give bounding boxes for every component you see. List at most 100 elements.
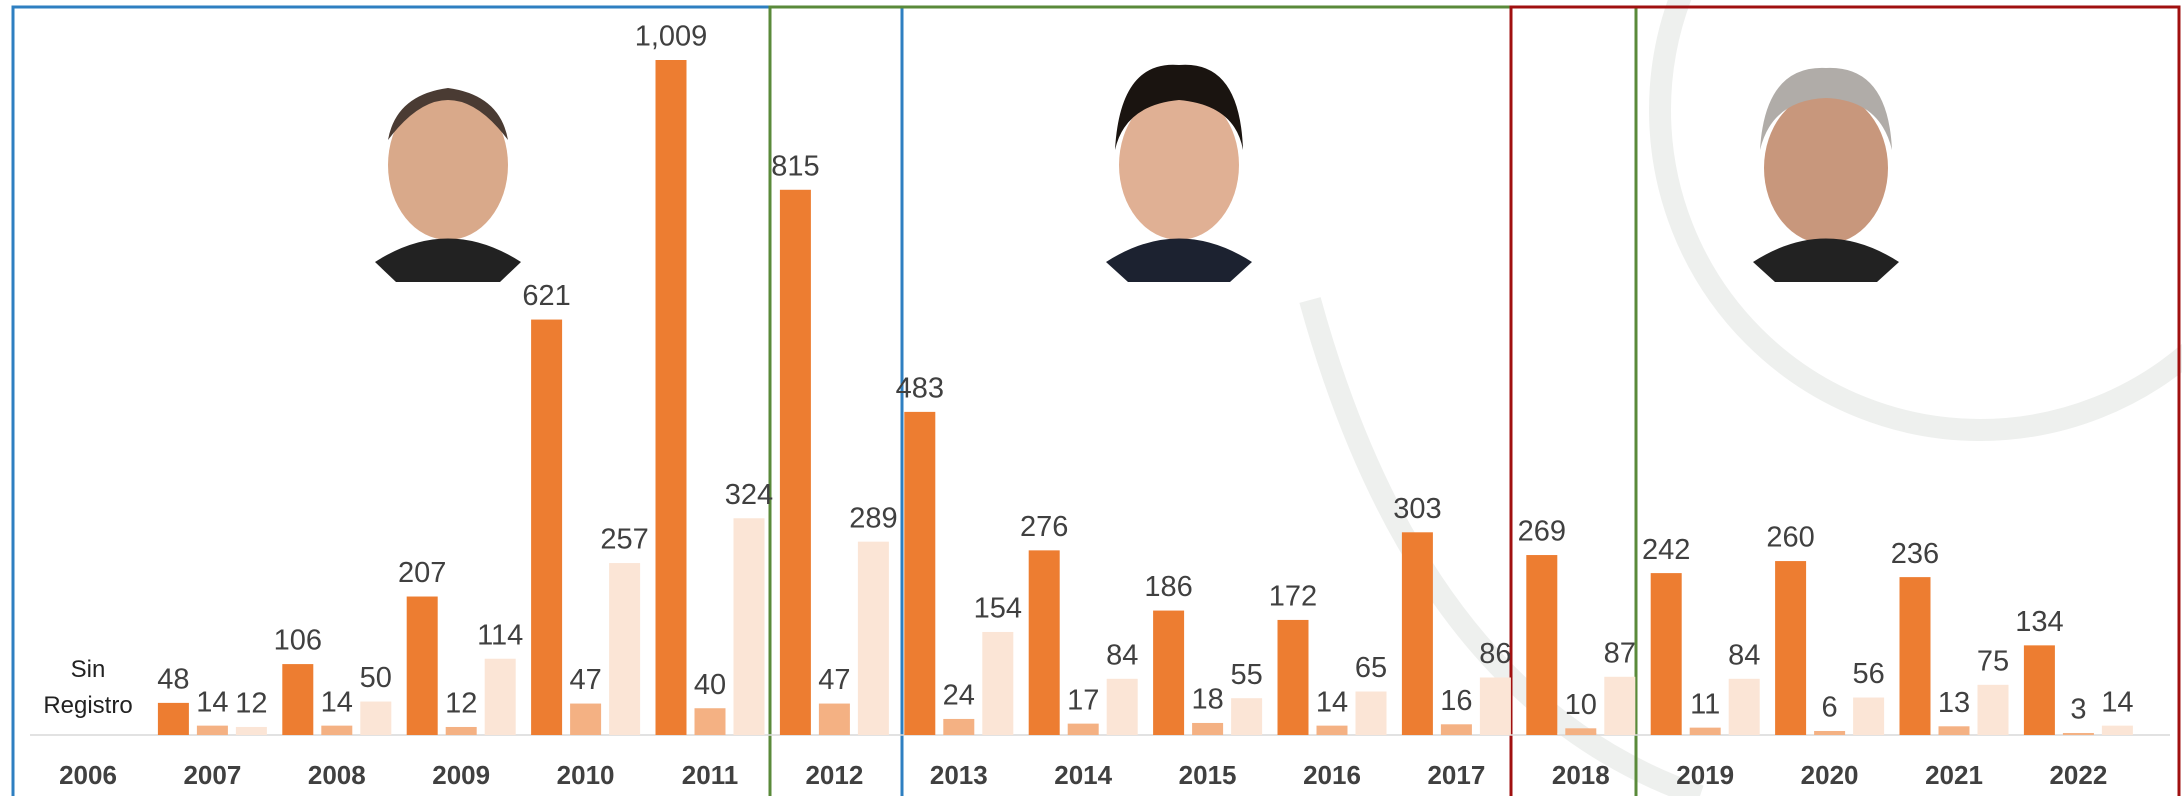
x-tick-label: 2006 <box>59 760 117 790</box>
bar <box>1317 726 1348 735</box>
bar <box>1029 550 1060 735</box>
bar <box>1900 577 1931 735</box>
data-label: 12 <box>235 688 267 720</box>
bar <box>819 704 850 735</box>
bar <box>1690 728 1721 735</box>
bar <box>943 719 974 735</box>
data-label: 47 <box>569 664 601 696</box>
bar <box>2063 733 2094 735</box>
x-tick-label: 2010 <box>557 760 615 790</box>
bar <box>1978 685 2009 735</box>
data-label: 260 <box>1766 522 1814 554</box>
data-label: 48 <box>157 664 189 696</box>
data-label: 87 <box>1604 637 1636 669</box>
x-tick-label: 2012 <box>805 760 863 790</box>
data-label: 56 <box>1852 658 1884 690</box>
data-label: 172 <box>1269 581 1317 613</box>
x-tick-label: 2020 <box>1801 760 1859 790</box>
data-label: 3 <box>2070 694 2086 726</box>
data-label: 84 <box>1728 639 1760 671</box>
chart: 2006200748141220081061450200920712114201… <box>0 0 2182 796</box>
bar <box>197 726 228 735</box>
bar <box>446 727 477 735</box>
data-label: 55 <box>1230 659 1262 691</box>
data-label: 24 <box>943 680 975 712</box>
bar <box>982 632 1013 735</box>
data-label: 621 <box>522 280 570 312</box>
bar <box>360 702 391 735</box>
bar <box>609 563 640 735</box>
data-label: 815 <box>771 150 819 182</box>
bar <box>1068 724 1099 735</box>
data-label: 50 <box>360 662 392 694</box>
data-label: 12 <box>445 688 477 720</box>
x-tick-label: 2008 <box>308 760 366 790</box>
data-label: 186 <box>1144 571 1192 603</box>
data-label: 483 <box>896 373 944 405</box>
bar <box>1153 611 1184 735</box>
data-label: 40 <box>694 669 726 701</box>
x-tick-label: 2019 <box>1676 760 1734 790</box>
bar <box>1651 573 1682 735</box>
bar <box>1939 726 1970 735</box>
x-tick-label: 2009 <box>432 760 490 790</box>
bar <box>780 190 811 735</box>
data-label: 236 <box>1891 538 1939 570</box>
data-label: 242 <box>1642 534 1690 566</box>
bar <box>531 320 562 735</box>
data-label: 86 <box>1479 638 1511 670</box>
bar <box>1356 692 1387 735</box>
bar <box>282 664 313 735</box>
data-label: 276 <box>1020 511 1068 543</box>
bar <box>485 659 516 735</box>
bar <box>1604 677 1635 735</box>
data-label: 65 <box>1355 652 1387 684</box>
data-label: 257 <box>600 524 648 556</box>
data-label: 16 <box>1440 685 1472 717</box>
bar <box>1729 679 1760 735</box>
data-label: 14 <box>321 686 353 718</box>
data-label: 18 <box>1191 684 1223 716</box>
data-label: 303 <box>1393 493 1441 525</box>
data-label: 1,009 <box>635 21 708 53</box>
data-label: 134 <box>2015 606 2063 638</box>
data-label: 106 <box>274 625 322 657</box>
x-tick-label: 2016 <box>1303 760 1361 790</box>
bar <box>1775 561 1806 735</box>
data-label: 17 <box>1067 684 1099 716</box>
data-label: 207 <box>398 557 446 589</box>
data-label: 10 <box>1565 689 1597 721</box>
x-tick-label: 2013 <box>930 760 988 790</box>
bar <box>1402 532 1433 735</box>
bar <box>2102 726 2133 735</box>
bar <box>2024 645 2055 735</box>
bar <box>1480 677 1511 735</box>
bar <box>1441 724 1472 735</box>
bar <box>236 727 267 735</box>
data-label: 13 <box>1938 687 1970 719</box>
data-label: 14 <box>196 686 228 718</box>
bar <box>1853 698 1884 735</box>
x-tick-label: 2017 <box>1427 760 1485 790</box>
bar <box>1278 620 1309 735</box>
bar <box>1231 698 1262 735</box>
x-tick-label: 2022 <box>2049 760 2107 790</box>
bar <box>1526 555 1557 735</box>
page: 2006200748141220081061450200920712114201… <box>0 0 2182 796</box>
bar <box>734 518 765 735</box>
data-label: 6 <box>1822 692 1838 724</box>
bar <box>1814 731 1845 735</box>
x-tick-label: 2018 <box>1552 760 1610 790</box>
data-label: 14 <box>2101 686 2133 718</box>
data-label: 11 <box>1690 688 1720 720</box>
bar <box>158 703 189 735</box>
x-tick-label: 2014 <box>1054 760 1112 790</box>
x-tick-label: 2021 <box>1925 760 1983 790</box>
data-label: 114 <box>477 619 523 651</box>
annotation: Sin Registro <box>33 652 143 724</box>
bar <box>1107 679 1138 735</box>
data-label: 289 <box>849 502 897 534</box>
bar <box>904 412 935 735</box>
data-label: 269 <box>1518 516 1566 548</box>
data-label: 154 <box>974 593 1022 625</box>
